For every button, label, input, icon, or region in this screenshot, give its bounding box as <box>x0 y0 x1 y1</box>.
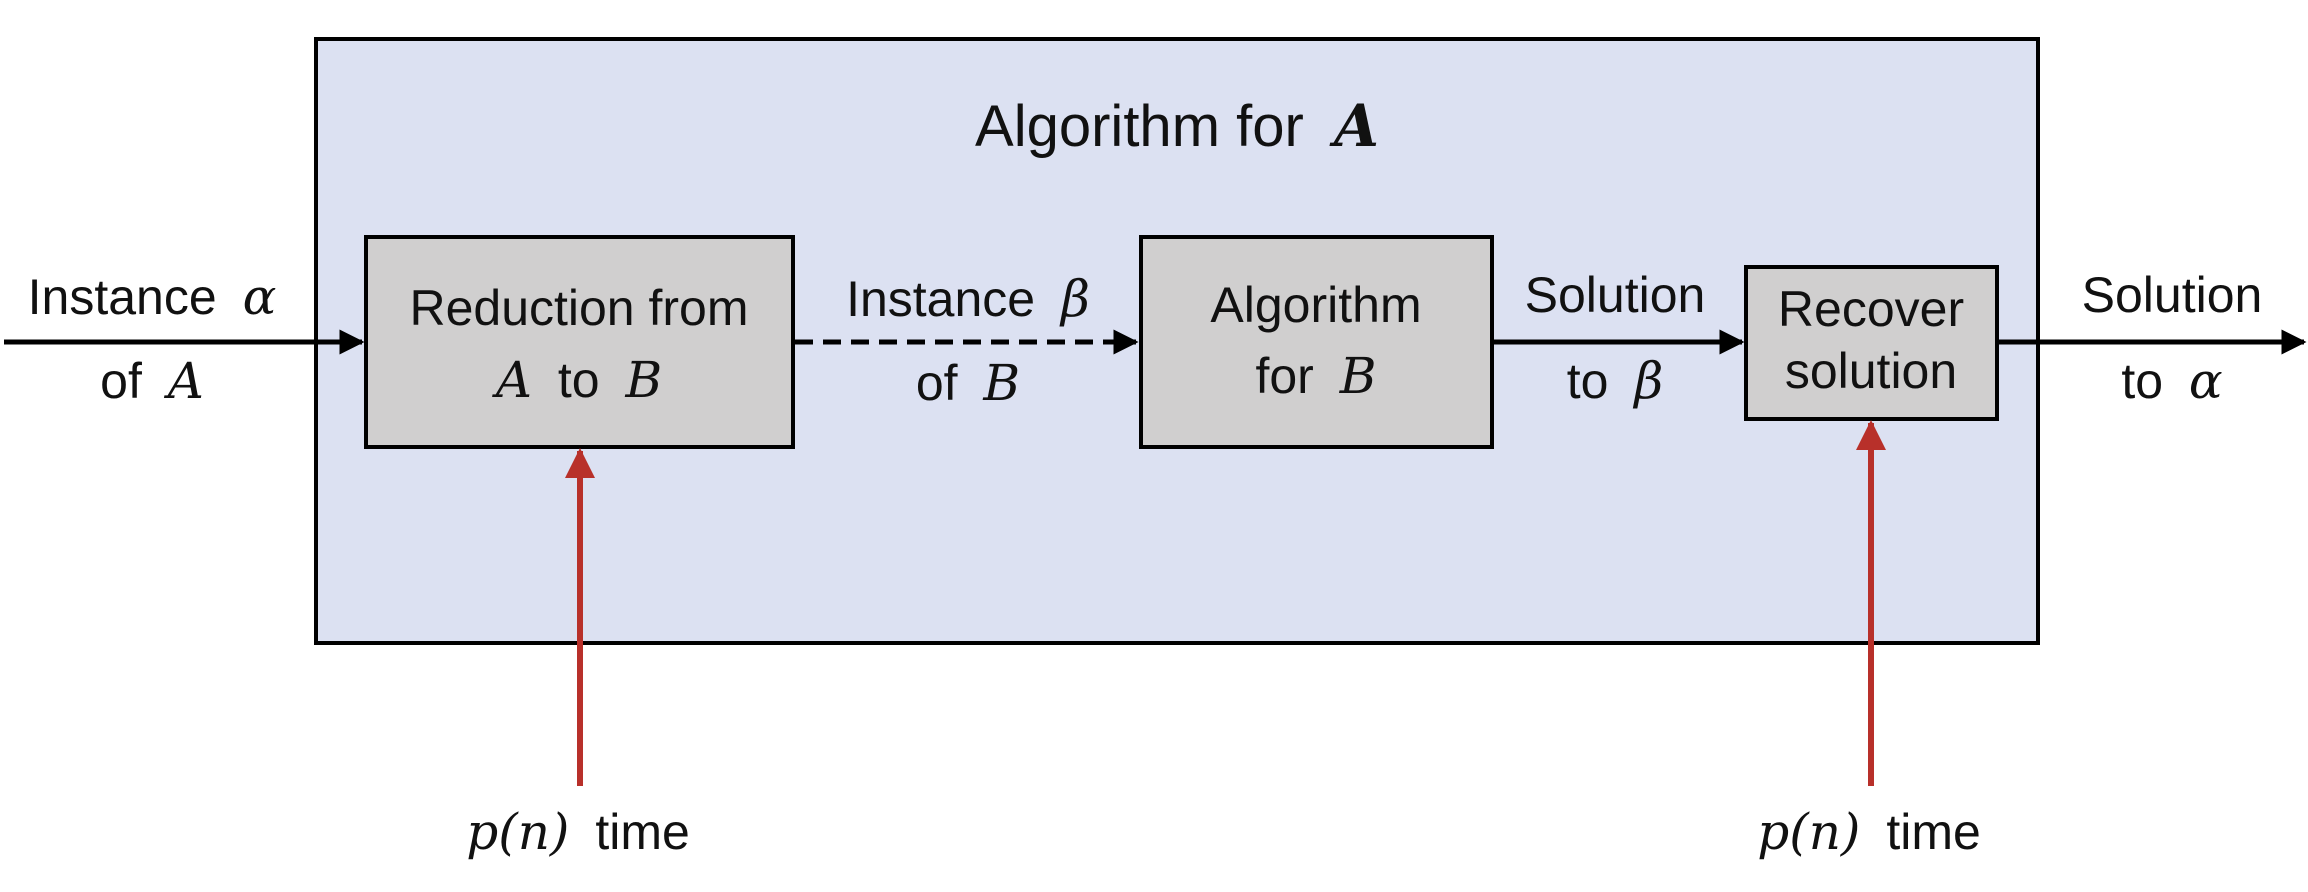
input-label-text: Instance <box>28 269 217 325</box>
reduction-to-text: to <box>558 352 600 408</box>
time-left-rparen: ) <box>549 803 570 861</box>
time-left-arg: n <box>518 803 550 861</box>
a-var: A <box>164 352 204 410</box>
algorithm-b-for-text: for <box>1255 348 1313 404</box>
time-right-rparen: ) <box>1840 803 1861 861</box>
time-left-func: p <box>466 803 498 861</box>
algorithm-b-line2: for B <box>1255 347 1376 405</box>
time-right-func: p <box>1757 803 1789 861</box>
solution-b-beta-var: β <box>1632 352 1663 410</box>
reduction-var-a: A <box>492 351 532 409</box>
instance-b-label-line1: Instance β <box>846 270 1090 328</box>
reduction-box-line1: Reduction from <box>409 280 748 336</box>
time-right-lparen: ( <box>1789 803 1810 861</box>
time-label-right: p(n) time <box>1757 803 1981 861</box>
outer-box-title-prefix: Algorithm for <box>975 94 1304 159</box>
output-to-text: to <box>2121 353 2163 409</box>
output-line1: Solution <box>2082 267 2263 323</box>
outer-box-title: Algorithm for A <box>975 92 1379 160</box>
solution-b-line2: to β <box>1567 352 1664 410</box>
input-label-line2: of A <box>100 352 204 410</box>
instance-b-text: Instance <box>846 271 1035 327</box>
input-of-text: of <box>100 353 142 409</box>
reduction-box <box>364 235 795 449</box>
b-var: B <box>982 354 1020 412</box>
instance-b-label-line2: of B <box>916 354 1020 412</box>
time-right-text: time <box>1886 804 1980 860</box>
reduction-box-line2: A to B <box>492 351 662 409</box>
input-label-line1: Instance α <box>28 268 277 326</box>
solution-b-line1: Solution <box>1525 267 1706 323</box>
algorithm-b-box <box>1139 235 1494 449</box>
time-left-text: time <box>595 804 689 860</box>
recover-line2: solution <box>1785 343 1957 399</box>
outer-box-title-var: A <box>1329 92 1379 160</box>
time-left-lparen: ( <box>498 803 519 861</box>
beta-var: β <box>1059 270 1090 328</box>
solution-b-to-text: to <box>1567 353 1609 409</box>
algorithm-b-line1: Algorithm <box>1210 277 1421 333</box>
time-right-arg: n <box>1809 803 1841 861</box>
recover-box <box>1744 265 1999 421</box>
recover-line1: Recover <box>1778 281 1964 337</box>
algorithm-b-var: B <box>1339 347 1377 405</box>
alpha-var: α <box>243 268 277 326</box>
output-line2: to α <box>2121 352 2222 410</box>
instance-b-of-text: of <box>916 355 958 411</box>
time-label-left: p(n) time <box>466 803 690 861</box>
output-alpha-var: α <box>2189 352 2223 410</box>
reduction-var-b: B <box>624 351 662 409</box>
